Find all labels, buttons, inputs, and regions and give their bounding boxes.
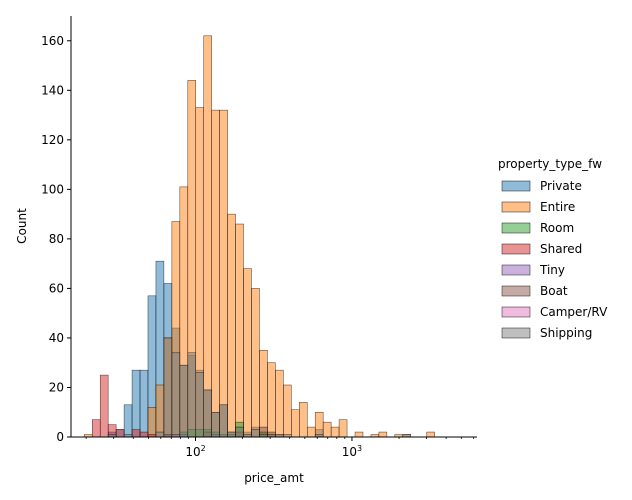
bar-shipping-13	[187, 352, 197, 438]
y-tick-label: 140	[41, 83, 64, 97]
x-tick-label: 102	[185, 444, 205, 459]
bar-shared-4	[115, 429, 125, 438]
y-tick-label: 80	[49, 232, 64, 246]
legend-title: property_type_fw	[498, 157, 602, 171]
bar-shipping-12	[179, 364, 189, 438]
bar-shipping-21	[251, 429, 260, 438]
bar-shared-1	[91, 419, 101, 438]
x-tick-label: 103	[342, 444, 362, 459]
bar-entire-18	[227, 213, 236, 438]
y-tick-label: 20	[49, 380, 64, 394]
bar-entire-37	[378, 431, 388, 438]
y-tick-label: 0	[56, 430, 64, 444]
bar-shipping-14	[195, 372, 204, 438]
bar-shipping-16	[211, 411, 220, 438]
legend-swatch-boat	[501, 285, 531, 297]
bar-entire-25	[283, 384, 292, 438]
bar-shared-2	[99, 374, 109, 438]
legend-swatch-shared	[501, 243, 531, 255]
y-tick-label: 60	[49, 281, 64, 295]
bar-entire-27	[299, 402, 308, 438]
bar-entire-21	[251, 288, 260, 438]
bar-shipping-15	[203, 389, 212, 438]
y-tick-label: 160	[41, 34, 64, 48]
legend-label-shared: Shared	[540, 242, 582, 256]
bar-entire-19	[235, 223, 244, 438]
bar-shared-7	[139, 431, 149, 438]
bar-entire-32	[338, 419, 348, 438]
bar-entire-20	[243, 268, 252, 438]
bar-private-5	[123, 404, 133, 438]
bar-entire-26	[291, 409, 300, 438]
bar-shipping-9	[155, 431, 165, 438]
legend-swatch-entire	[501, 201, 531, 213]
legend-label-entire: Entire	[540, 200, 575, 214]
y-tick-label: 120	[41, 133, 64, 147]
bar-shipping-19	[235, 426, 244, 438]
bar-shared-6	[131, 429, 141, 438]
bar-entire-23	[267, 362, 276, 438]
bar-shipping-17	[219, 404, 228, 438]
y-tick-label: 100	[41, 182, 64, 196]
legend: property_type_fw Private Entire Room Shared…	[498, 157, 608, 340]
legend-label-camper-rv: Camper/RV	[540, 305, 608, 319]
legend-swatch-tiny	[501, 264, 531, 276]
bar-entire-31	[330, 426, 340, 438]
legend-swatch-shipping	[501, 327, 531, 339]
legend-label-private: Private	[540, 179, 582, 193]
bar-entire-15	[203, 35, 212, 438]
bar-entire-24	[275, 369, 284, 438]
bars-layer	[84, 35, 435, 438]
bar-private-6	[131, 369, 141, 438]
bar-entire-34	[354, 431, 364, 438]
y-axis-title: Count	[15, 208, 29, 244]
x-axis-title: price_amt	[244, 471, 304, 485]
legend-swatch-room	[501, 222, 531, 234]
bar-entire-28	[306, 426, 316, 438]
bar-entire-9	[155, 384, 165, 438]
axes-layer: 0 20 40 60 80 100 120 140 160 102 103	[41, 16, 477, 459]
bar-entire-30	[322, 421, 332, 438]
legend-label-tiny: Tiny	[539, 263, 565, 277]
bar-entire-17	[219, 109, 228, 438]
bar-private-7	[139, 369, 149, 438]
legend-swatch-private	[501, 180, 531, 192]
legend-label-boat: Boat	[540, 284, 568, 298]
bar-entire-22	[259, 350, 268, 438]
bar-entire-16	[211, 109, 220, 438]
bar-shipping-11	[171, 352, 181, 438]
bar-entire-29	[314, 411, 324, 438]
legend-items: Private Entire Room Shared Tiny Boat Camper/RV…	[501, 179, 608, 340]
legend-label-room: Room	[540, 221, 574, 235]
bar-entire-8	[147, 407, 157, 438]
bar-entire-43	[426, 431, 435, 438]
bar-shipping-18	[227, 431, 236, 438]
legend-swatch-camper-rv	[501, 306, 531, 318]
bar-shipping-10	[163, 337, 173, 438]
legend-label-shipping: Shipping	[540, 326, 592, 340]
y-tick-label: 40	[49, 331, 64, 345]
